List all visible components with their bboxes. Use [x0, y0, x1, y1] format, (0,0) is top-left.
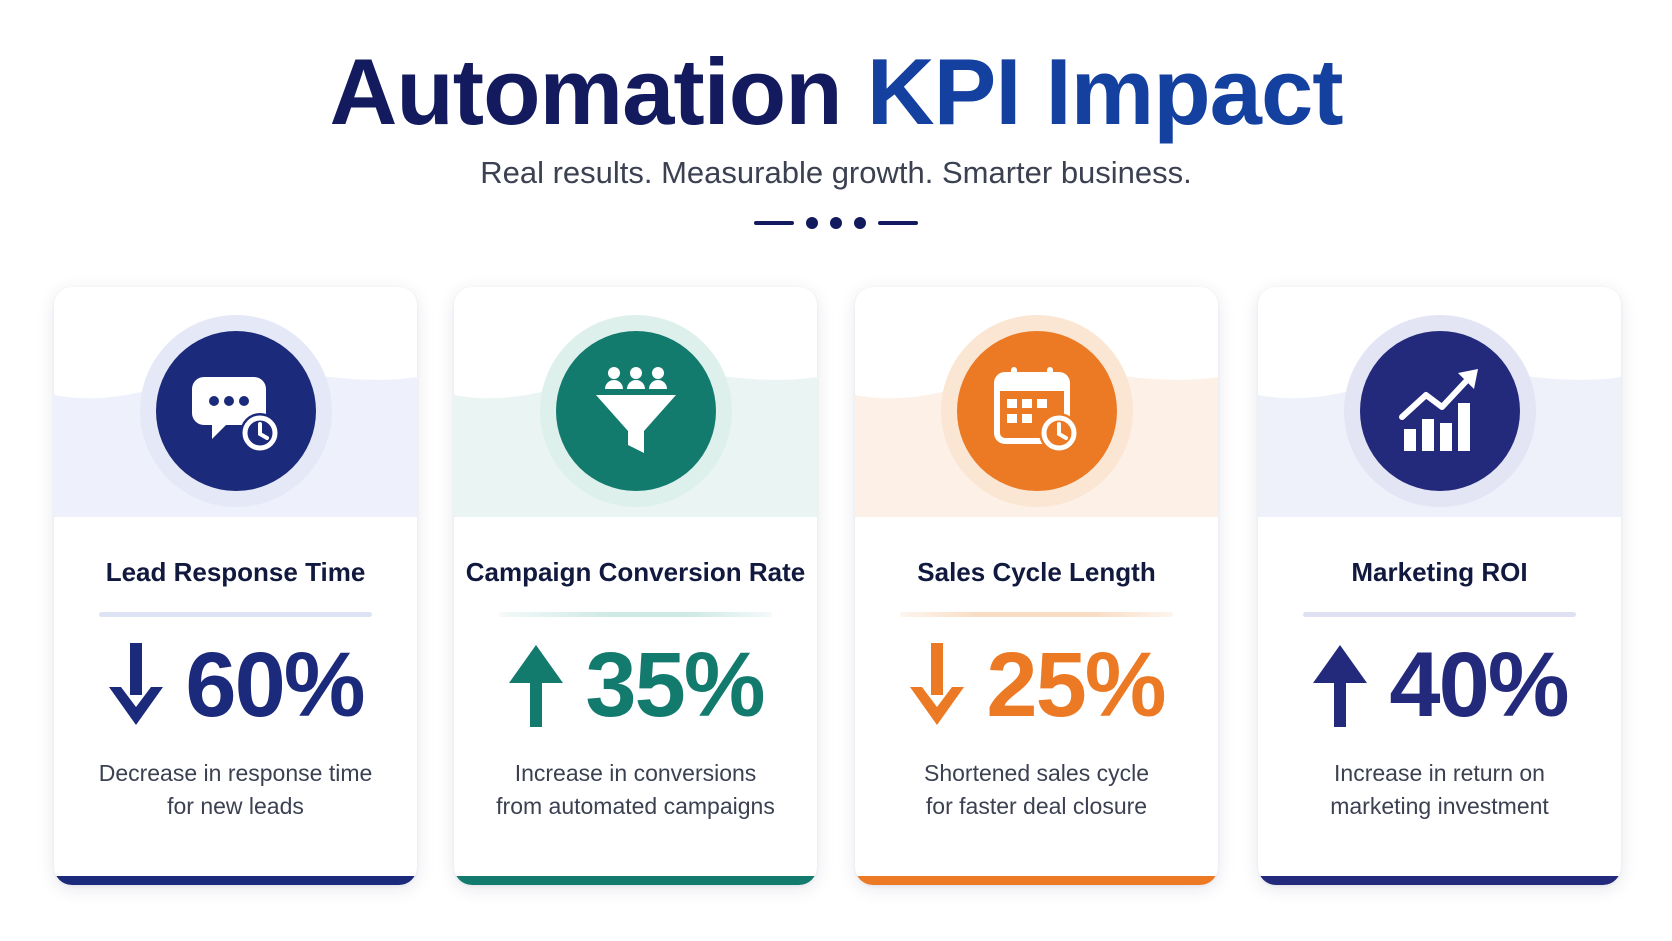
kpi-value: 25%	[986, 634, 1166, 736]
card-title: Marketing ROI	[1351, 557, 1528, 587]
card-accent-bar	[454, 876, 817, 885]
arrow-down-icon	[109, 643, 164, 725]
arrow-down-icon	[910, 643, 965, 725]
card-description: Decrease in response time for new leads	[74, 757, 397, 823]
kpi-card-marketing-roi: Marketing ROI 40% Increase in return on m…	[1258, 287, 1621, 885]
card-accent-bar	[855, 876, 1218, 885]
card-accent-bar	[54, 876, 417, 885]
card-rule	[99, 612, 372, 617]
card-title: Sales Cycle Length	[917, 557, 1156, 587]
title-part-main: Automation	[329, 39, 842, 144]
arrow-up-icon	[1313, 645, 1368, 727]
title-divider	[0, 217, 1672, 229]
kpi-value: 35%	[585, 634, 765, 736]
chat-clock-icon	[191, 377, 280, 453]
page-title: Automation KPI Impact	[0, 40, 1672, 143]
divider-dot	[806, 217, 818, 229]
description-line: marketing investment	[1330, 793, 1549, 819]
card-rule	[499, 612, 772, 617]
icon-badge	[1359, 331, 1520, 491]
description-line: Increase in conversions	[514, 760, 757, 786]
page-subtitle: Real results. Measurable growth. Smarter…	[480, 155, 1192, 190]
calendar-clock-icon	[993, 367, 1079, 453]
icon-badge	[555, 331, 716, 491]
kpi-value: 60%	[185, 634, 365, 736]
card-title: Campaign Conversion Rate	[465, 557, 806, 587]
description-line: Decrease in response time	[98, 760, 373, 786]
title-part-accent: KPI Impact	[866, 39, 1344, 144]
kpi-value: 40%	[1389, 634, 1569, 736]
divider-dot	[854, 217, 866, 229]
card-description: Shortened sales cycle for faster deal clo…	[875, 757, 1198, 823]
description-line: for faster deal closure	[925, 793, 1148, 819]
description-line: for new leads	[167, 793, 304, 819]
description-line: Increase in return on	[1334, 760, 1545, 786]
arrow-up-icon	[509, 645, 564, 727]
icon-badge	[956, 331, 1117, 491]
card-title: Lead Response Time	[105, 557, 366, 587]
icon-badge	[155, 331, 316, 491]
growth-chart-icon	[1398, 369, 1478, 451]
kpi-card-sales-cycle-length: Sales Cycle Length 25% Shortened sales c…	[855, 287, 1218, 885]
card-rule	[900, 612, 1173, 617]
divider-line-right	[878, 221, 918, 225]
card-rule	[1303, 612, 1576, 617]
kpi-card-campaign-conversion-rate: Campaign Conversion Rate 35% Increase in…	[454, 287, 817, 885]
kpi-card-lead-response-time: Lead Response Time 60% Decrease in respo…	[54, 287, 417, 885]
card-metric: 25%	[855, 635, 1218, 735]
card-metric: 40%	[1258, 635, 1621, 735]
divider-dot	[830, 217, 842, 229]
card-metric: 60%	[54, 635, 417, 735]
card-accent-bar	[1258, 876, 1621, 885]
divider-line-left	[754, 221, 794, 225]
card-description: Increase in conversions from automated ca…	[474, 757, 797, 823]
description-line: from automated campaigns	[496, 793, 775, 819]
card-description: Increase in return on marketing investmen…	[1278, 757, 1601, 823]
description-line: Shortened sales cycle	[923, 760, 1149, 786]
card-metric: 35%	[454, 635, 817, 735]
funnel-people-icon	[595, 367, 676, 453]
